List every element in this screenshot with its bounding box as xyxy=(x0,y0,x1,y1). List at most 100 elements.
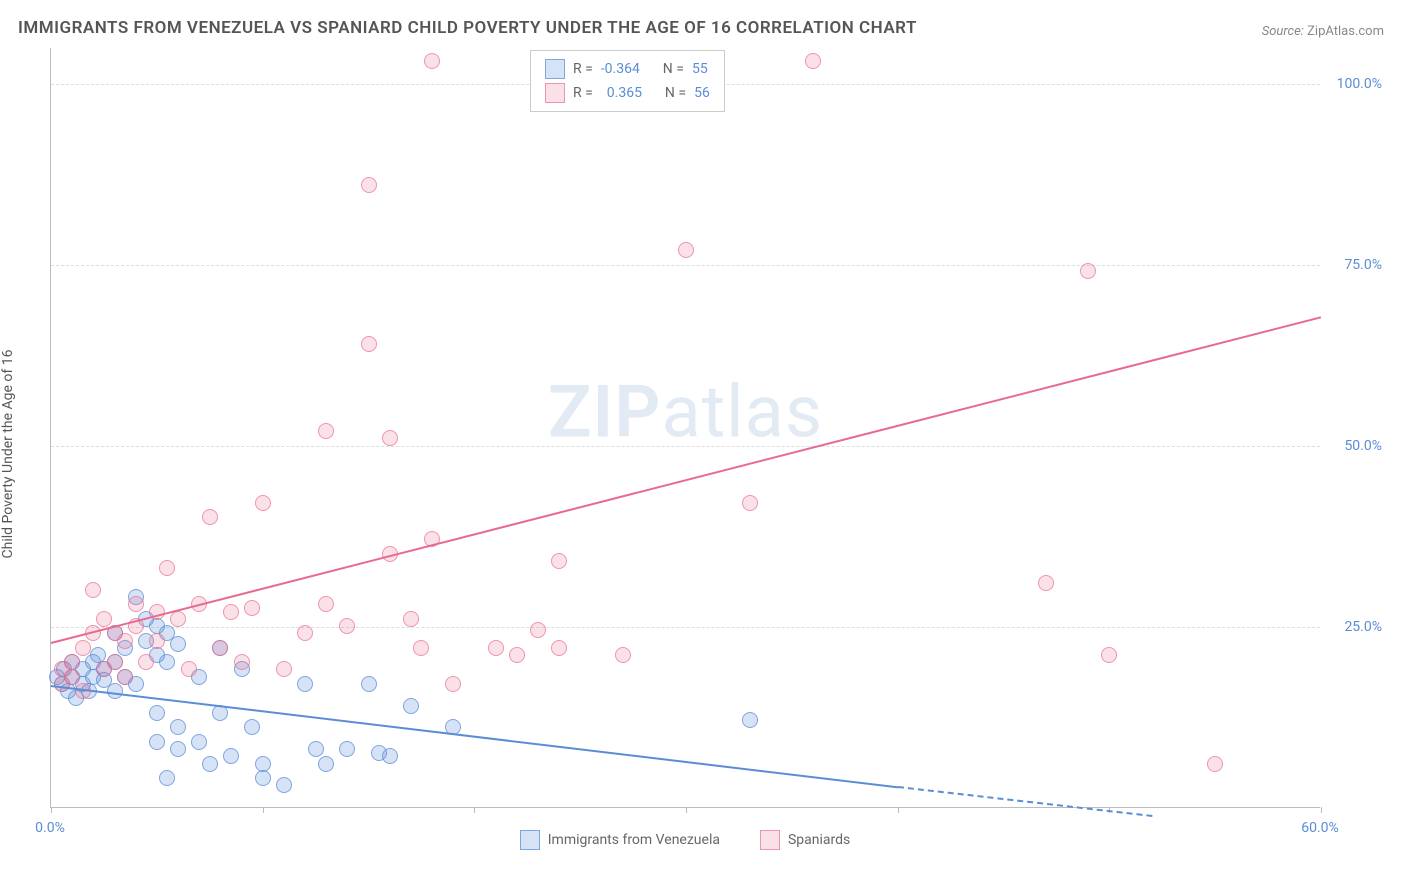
data-point xyxy=(64,669,80,685)
data-point xyxy=(107,654,123,670)
data-point xyxy=(339,618,355,634)
trend-line xyxy=(51,685,898,788)
plot-region: ZIPatlas 25.0%50.0%75.0%100.0% xyxy=(50,48,1320,808)
x-tick xyxy=(686,807,687,813)
y-tick-label: 75.0% xyxy=(1324,257,1382,273)
gridline xyxy=(51,627,1320,628)
data-point xyxy=(551,553,567,569)
gridline xyxy=(51,446,1320,447)
y-axis-label: Child Poverty Under the Age of 16 xyxy=(0,350,16,559)
legend-swatch-series2 xyxy=(760,830,780,850)
data-point xyxy=(1038,575,1054,591)
data-point xyxy=(1080,263,1096,279)
data-point xyxy=(117,669,133,685)
data-point xyxy=(308,741,324,757)
legend-label-series2: Spaniards xyxy=(788,832,850,848)
data-point xyxy=(551,640,567,656)
data-point xyxy=(509,647,525,663)
legend-row-1: R = -0.364 N = 55 xyxy=(545,57,710,81)
data-point xyxy=(170,719,186,735)
y-tick-label: 50.0% xyxy=(1324,438,1382,454)
data-point xyxy=(805,53,821,69)
data-point xyxy=(424,53,440,69)
data-point xyxy=(202,756,218,772)
data-point xyxy=(212,640,228,656)
data-point xyxy=(318,423,334,439)
x-tick xyxy=(474,807,475,813)
data-point xyxy=(1101,647,1117,663)
data-point xyxy=(117,633,133,649)
data-point xyxy=(297,625,313,641)
n-label-2: N = xyxy=(665,85,686,101)
data-point xyxy=(138,654,154,670)
data-point xyxy=(413,640,429,656)
data-point xyxy=(255,770,271,786)
chart-title: IMMIGRANTS FROM VENEZUELA VS SPANIARD CH… xyxy=(18,18,917,38)
data-point xyxy=(361,336,377,352)
legend-row-2: R = 0.365 N = 56 xyxy=(545,81,710,105)
data-point xyxy=(170,611,186,627)
data-point xyxy=(361,177,377,193)
data-point xyxy=(361,676,377,692)
data-point xyxy=(530,622,546,638)
y-tick-label: 100.0% xyxy=(1324,76,1382,92)
source-attribution: Source: ZipAtlas.com xyxy=(1262,24,1384,39)
x-tick-label-max: 60.0% xyxy=(1301,820,1339,836)
data-point xyxy=(128,596,144,612)
data-point xyxy=(149,705,165,721)
data-point xyxy=(85,582,101,598)
r-value-1: -0.364 xyxy=(601,61,640,77)
data-point xyxy=(64,654,80,670)
data-point xyxy=(403,611,419,627)
data-point xyxy=(202,509,218,525)
n-value-1: 55 xyxy=(692,61,708,77)
data-point xyxy=(382,430,398,446)
data-point xyxy=(678,242,694,258)
data-point xyxy=(403,698,419,714)
data-point xyxy=(445,676,461,692)
data-point xyxy=(276,777,292,793)
y-tick-label: 25.0% xyxy=(1324,619,1382,635)
legend-swatch-series1 xyxy=(520,830,540,850)
data-point xyxy=(742,495,758,511)
data-point xyxy=(615,647,631,663)
n-label-1: N = xyxy=(663,61,684,77)
data-point xyxy=(234,654,250,670)
data-point xyxy=(149,734,165,750)
source-label: Source: xyxy=(1262,24,1304,39)
legend-swatch-1 xyxy=(545,59,565,79)
x-tick-label-min: 0.0% xyxy=(35,820,65,836)
data-point xyxy=(488,640,504,656)
data-point xyxy=(159,770,175,786)
data-point xyxy=(1207,756,1223,772)
data-point xyxy=(149,633,165,649)
data-point xyxy=(181,661,197,677)
data-point xyxy=(75,640,91,656)
data-point xyxy=(255,495,271,511)
watermark-zip: ZIP xyxy=(548,370,661,455)
x-tick xyxy=(263,807,264,813)
legend-label-series1: Immigrants from Venezuela xyxy=(548,832,720,848)
data-point xyxy=(382,748,398,764)
r-label-2: R = xyxy=(573,85,593,101)
data-point xyxy=(318,756,334,772)
r-value-2: 0.365 xyxy=(601,85,642,101)
data-point xyxy=(159,654,175,670)
data-point xyxy=(276,661,292,677)
data-point xyxy=(170,741,186,757)
data-point xyxy=(297,676,313,692)
n-value-2: 56 xyxy=(694,85,710,101)
data-point xyxy=(742,712,758,728)
data-point xyxy=(223,748,239,764)
r-label-1: R = xyxy=(573,61,593,77)
x-tick xyxy=(1321,807,1322,813)
gridline xyxy=(51,265,1320,266)
legend-swatch-2 xyxy=(545,83,565,103)
watermark: ZIPatlas xyxy=(548,370,823,455)
trend-line-dashed xyxy=(898,786,1152,817)
chart-area: ZIPatlas 25.0%50.0%75.0%100.0% R = -0.36… xyxy=(50,48,1386,838)
data-point xyxy=(318,596,334,612)
correlation-legend: R = -0.364 N = 55 R = 0.365 N = 56 xyxy=(530,50,725,112)
x-tick xyxy=(51,807,52,813)
data-point xyxy=(244,600,260,616)
